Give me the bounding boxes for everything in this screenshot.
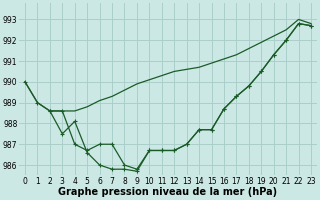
X-axis label: Graphe pression niveau de la mer (hPa): Graphe pression niveau de la mer (hPa): [59, 187, 277, 197]
